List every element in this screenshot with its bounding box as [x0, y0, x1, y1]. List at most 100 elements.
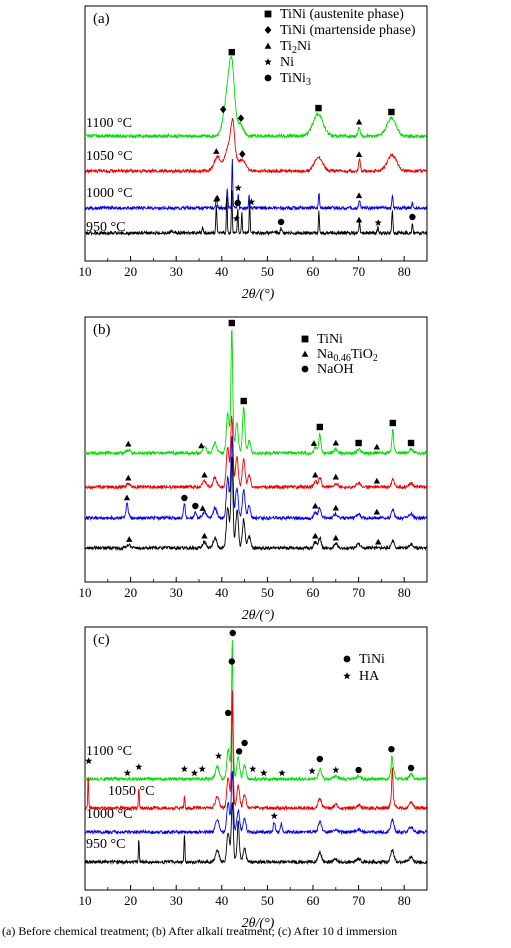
triangle-marker [213, 148, 220, 154]
x-tick-label: 50 [261, 585, 274, 600]
star-marker [343, 672, 351, 680]
triangle-marker [332, 504, 339, 511]
triangle-marker [301, 350, 309, 357]
series-line [84, 802, 428, 866]
triangle-marker [310, 440, 318, 446]
x-tick-label: 60 [307, 893, 320, 908]
series-line [84, 639, 428, 783]
circle-marker [228, 658, 236, 665]
star-marker [215, 752, 223, 759]
triangle-marker [125, 474, 132, 481]
triangle-marker [312, 502, 319, 509]
x-tick-label: 60 [307, 264, 320, 279]
star-marker [374, 219, 382, 226]
diamond-marker [264, 26, 272, 34]
circle-marker [181, 494, 188, 502]
x-axis-label: 2θ/(°) [242, 287, 275, 302]
diamond-marker [219, 105, 227, 114]
star-marker [234, 184, 242, 192]
x-tick-label: 20 [124, 264, 137, 279]
star-marker [249, 765, 257, 773]
star-marker [123, 769, 131, 777]
square-marker [315, 104, 322, 112]
legend-entry: TiNi (martenside phase) [280, 23, 416, 38]
circle-marker [241, 739, 248, 747]
square-marker [240, 397, 247, 405]
square-marker [316, 423, 324, 431]
triangle-marker [213, 195, 220, 202]
series-label: 1000 °C [86, 186, 132, 201]
triangle-marker [125, 440, 132, 447]
series-label: 950 °C [86, 837, 125, 852]
triangle-marker [375, 538, 382, 545]
legend-entry: Ni [280, 55, 294, 70]
triangle-marker [312, 471, 319, 478]
series-line [84, 415, 428, 491]
series-line [84, 690, 428, 812]
triangle-marker [332, 439, 339, 446]
x-tick-label: 20 [124, 893, 137, 908]
circle-marker [192, 502, 199, 510]
panel-label: (b) [93, 322, 111, 338]
legend-entry: TiNi [359, 652, 385, 667]
series-label: 1000 °C [86, 807, 132, 822]
x-tick-label: 70 [352, 264, 365, 279]
legend-entry: HA [359, 669, 380, 684]
legend-entry: Ti2Ni [280, 39, 311, 56]
star-marker [198, 765, 206, 773]
legend-entry: NaOH [317, 362, 354, 377]
triangle-marker [373, 443, 381, 450]
circle-marker [235, 748, 243, 755]
x-tick-label: 10 [79, 264, 92, 279]
x-tick-label: 30 [170, 585, 183, 600]
circle-marker [343, 655, 351, 663]
triangle-marker [312, 532, 319, 539]
series-line [84, 55, 428, 140]
x-axis-label: 2θ/(°) [242, 608, 275, 623]
series-label: 1050 °C [108, 784, 154, 799]
star-marker [308, 767, 316, 775]
x-tick-label: 80 [398, 893, 411, 908]
panel-label: (c) [93, 632, 110, 648]
circle-marker [234, 199, 241, 207]
series-line [84, 329, 428, 457]
star-marker [180, 765, 188, 773]
x-tick-label: 40 [215, 893, 228, 908]
x-tick-label: 70 [352, 585, 365, 600]
x-tick-label: 50 [261, 264, 274, 279]
series-line [84, 770, 428, 836]
circle-marker [277, 218, 285, 226]
triangle-marker [355, 216, 363, 223]
plot-frame [84, 316, 428, 583]
triangle-marker [123, 494, 131, 501]
star-marker [85, 757, 93, 765]
series-label: 1100 °C [86, 744, 132, 759]
triangle-marker [201, 532, 208, 539]
panel-label: (a) [93, 11, 110, 27]
circle-marker [224, 709, 232, 717]
triangle-marker [201, 471, 208, 478]
star-marker [270, 812, 278, 820]
x-tick-label: 80 [398, 585, 411, 600]
triangle-marker [126, 536, 133, 542]
triangle-marker [199, 505, 206, 511]
x-tick-label: 70 [352, 893, 365, 908]
circle-marker [409, 213, 416, 221]
square-marker [228, 319, 236, 327]
triangle-marker [264, 42, 272, 49]
circle-marker [355, 766, 362, 774]
square-marker [407, 439, 415, 447]
x-tick-label: 10 [79, 585, 92, 600]
series-line [84, 189, 428, 237]
star-marker [190, 769, 199, 777]
figure-caption: (a) Before chemical treatment; (b) After… [2, 924, 398, 938]
square-marker [388, 108, 395, 116]
x-tick-label: 40 [215, 264, 228, 279]
triangle-marker [373, 477, 381, 484]
triangle-marker [355, 151, 363, 157]
plot-frame [84, 626, 428, 891]
legend-entry: TiNi (austenite phase) [280, 7, 404, 22]
panel-a: 1100 °C 1050 °C 1000 °C 950 °C 10 20 30 40 50 60 7… [79, 5, 428, 302]
star-marker [260, 769, 268, 777]
